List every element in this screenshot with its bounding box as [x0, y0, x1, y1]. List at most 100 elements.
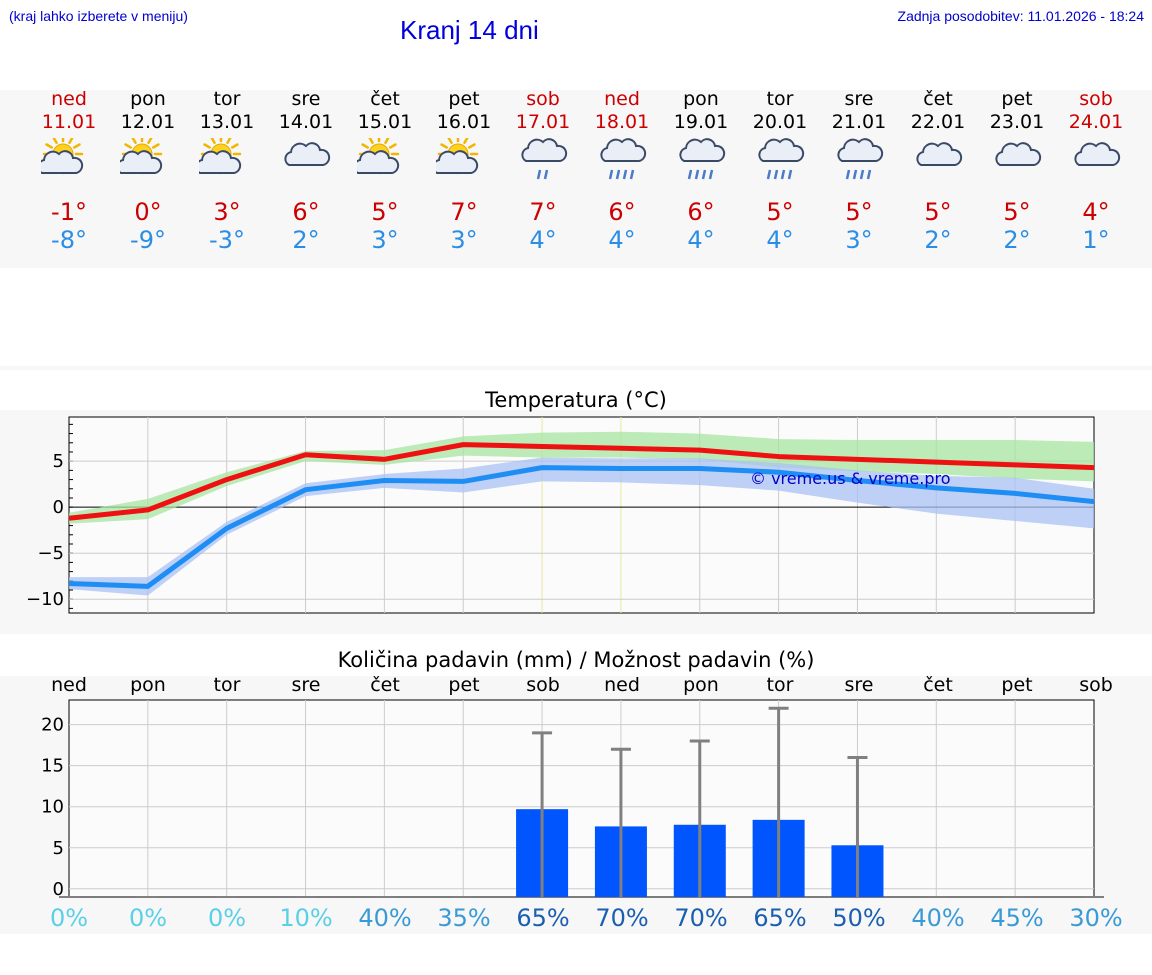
day-date: 16.01 [436, 111, 492, 133]
temp-max: 6° [687, 198, 715, 226]
heavy-rain-icon [600, 138, 647, 180]
weather-icon [41, 138, 84, 175]
precip-probability: 45% [990, 904, 1044, 932]
heavy-rain-icon [837, 138, 884, 180]
sun-ray [226, 138, 232, 144]
precip-day-label: čet [923, 674, 953, 696]
sun-ray [361, 143, 369, 149]
rain-drop [852, 169, 858, 180]
precip-day-label: sob [1079, 674, 1113, 696]
precip-day-label: pon [130, 674, 166, 696]
sun-cloud-icon [120, 138, 163, 175]
temp-max: 3° [213, 198, 241, 226]
precip-day-label: tor [213, 674, 241, 696]
day-date: 22.01 [910, 111, 966, 133]
day-date: 17.01 [515, 111, 571, 133]
y-tick-label: 5 [53, 451, 64, 472]
cloud-shape [284, 142, 331, 166]
temp-max: 5° [845, 198, 873, 226]
temp-min: 4° [529, 226, 557, 254]
day-name: sre [844, 88, 874, 110]
sun-ray [73, 143, 81, 149]
temp-min: 4° [608, 226, 636, 254]
sun-ray [152, 143, 160, 149]
temp-max: 0° [134, 198, 162, 226]
y-tick-label: 10 [41, 797, 64, 818]
precip-probability: 40% [358, 904, 412, 932]
menu-note: (kraj lahko izberete v meniju) [9, 8, 188, 24]
day-date: 18.01 [594, 111, 650, 133]
cloud-shape [758, 138, 805, 162]
weather-icon [995, 142, 1042, 166]
y-tick-label: 0 [53, 879, 64, 900]
sun-ray [468, 143, 476, 149]
min-range-band [69, 457, 1094, 596]
rain-drop [608, 169, 614, 180]
precip-probability: 65% [753, 904, 807, 932]
watermark: © vreme.us & vreme.pro [750, 469, 951, 488]
sun-ray [203, 143, 211, 149]
temp-min: 3° [371, 226, 399, 254]
temp-max: -1° [51, 198, 87, 226]
temp-min: -9° [130, 226, 166, 254]
cloudy-icon [284, 142, 331, 166]
last-update: Zadnja posodobitev: 11.01.2026 - 18:24 [897, 8, 1144, 24]
cloudy-icon [1074, 142, 1121, 166]
day-name: ned [604, 88, 640, 110]
precip-probability: 70% [595, 904, 649, 932]
precip-probability: 30% [1069, 904, 1123, 932]
day-date: 19.01 [673, 111, 729, 133]
day-date: 13.01 [199, 111, 255, 133]
sun-ray [447, 138, 453, 144]
page-title: Kranj 14 dni [400, 15, 539, 45]
rain-drop [787, 169, 793, 180]
day-date: 20.01 [752, 111, 808, 133]
y-tick-label: −10 [26, 589, 64, 610]
day-name: čet [370, 88, 400, 110]
temp-max: 6° [292, 198, 320, 226]
day-name: tor [766, 88, 794, 110]
heavy-rain-icon [679, 138, 726, 180]
temp-min: 3° [450, 226, 478, 254]
temp-min: -8° [51, 226, 87, 254]
temp-min: 2° [924, 226, 952, 254]
cloud-shape [436, 150, 479, 174]
rain-drop [629, 169, 635, 180]
temp-max: 5° [371, 198, 399, 226]
day-date: 24.01 [1068, 111, 1124, 133]
temp-min: 3° [845, 226, 873, 254]
precip-day-label: sob [526, 674, 560, 696]
rain-drop [773, 169, 779, 180]
day-name: pet [448, 88, 480, 110]
weather-icon [436, 138, 479, 175]
precip-day-label: ned [604, 674, 640, 696]
precip-day-label: pet [448, 674, 480, 696]
cloud-shape [521, 138, 568, 162]
precip-day-label: ned [51, 674, 87, 696]
sun-cloud-icon [357, 138, 400, 175]
weather-icon [916, 142, 963, 166]
y-tick-label: 15 [41, 756, 64, 777]
cloud-shape [41, 150, 84, 174]
cloudy-icon [995, 142, 1042, 166]
temp-max: 5° [1003, 198, 1031, 226]
day-date: 23.01 [989, 111, 1045, 133]
heavy-rain-icon [758, 138, 805, 180]
y-tick-label: 0 [53, 497, 64, 518]
rain-icon [521, 138, 568, 180]
rain-drop [780, 169, 786, 180]
rain-drop [766, 169, 772, 180]
rain-drop [701, 169, 707, 180]
sun-ray [231, 143, 239, 149]
temp-max: 4° [1082, 198, 1110, 226]
sun-ray [68, 138, 74, 144]
day-name: sre [291, 88, 321, 110]
precip-probability: 0% [49, 904, 89, 932]
precip-probability: 50% [832, 904, 886, 932]
cloud-shape [916, 142, 963, 166]
precip-probability: 35% [437, 904, 491, 932]
cloudy-icon [916, 142, 963, 166]
weather-icon [521, 138, 568, 180]
precip-probability: 70% [674, 904, 728, 932]
